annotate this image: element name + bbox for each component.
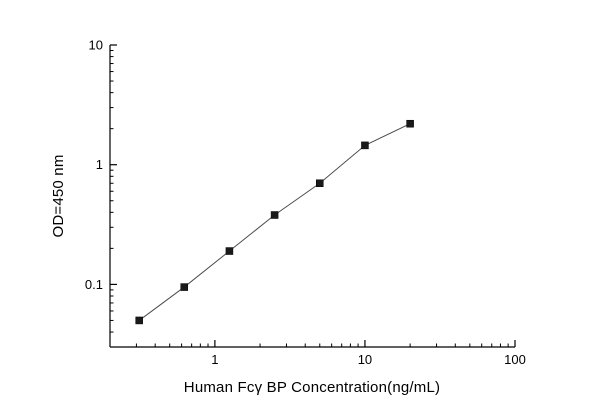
y-tick-label: 10 (89, 38, 103, 53)
y-tick-label: 1 (96, 157, 103, 172)
x-tick-label: 100 (504, 352, 526, 367)
y-tick-label: 0.1 (85, 277, 103, 292)
x-axis-label: Human Fcγ BP Concentration(ng/mL) (184, 379, 440, 396)
x-tick-label: 10 (358, 352, 372, 367)
data-point-marker (316, 179, 324, 187)
data-point-marker (225, 247, 234, 255)
y-axis-label: OD=450 nm (50, 154, 67, 237)
data-point-marker (135, 316, 143, 325)
data-point-marker (406, 119, 414, 128)
data-point-marker (361, 141, 369, 150)
data-point-marker (180, 283, 189, 291)
x-tick-label: 1 (211, 352, 218, 367)
plot-area: 1 10 100 0.1 1 10 (85, 38, 526, 368)
data-point-marker (270, 211, 279, 219)
data-polyline (138, 123, 411, 321)
